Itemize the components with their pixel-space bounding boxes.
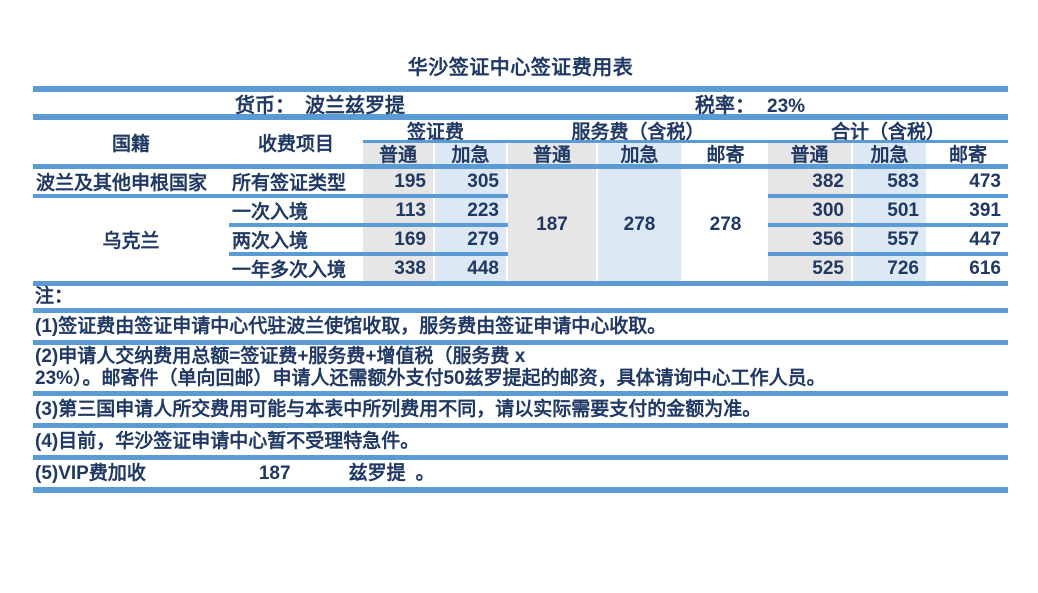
cell-nationality: 波兰及其他申根国家 [36, 173, 208, 194]
subheader-total-mail: 邮寄 [948, 145, 987, 166]
note-2-line-2: 23%）。邮寄件（单向回邮）申请人还需额外支付50兹罗提起的邮资，具体请询中心工… [35, 368, 826, 389]
divider-under-meta [33, 114, 1008, 120]
cell-visa-ordinary: 195 [363, 169, 435, 194]
tax-rate-cell: 税率： 23% [508, 89, 1008, 118]
cell-total-mail: 616 [969, 257, 1001, 279]
cell-visa-ordinary: 113 [363, 198, 435, 223]
cell-total-ordinary: 356 [768, 227, 853, 252]
cell-total-mail: 447 [969, 228, 1001, 250]
fee-table: 国籍 收费项目 签证费 服务费（含税） 合计（含税） 普通 加急 普通 加急 邮… [33, 120, 1008, 281]
meta-row: 货币： 波兰兹罗提 税率： 23% [33, 92, 1008, 117]
cell-service-ordinary-merged: 187 [508, 169, 598, 281]
col-header-fee-item: 收费项目 [257, 133, 334, 155]
row-separator [768, 223, 1008, 227]
currency-value: 波兰兹罗提 [305, 94, 405, 117]
cell-total-mail: 473 [969, 170, 1001, 192]
cell-visa-ordinary: 169 [363, 227, 435, 252]
cell-visa-express: 305 [435, 169, 508, 194]
note-4: (4)目前，华沙签证申请中心暂不受理特急件。 [35, 430, 420, 452]
visa-fee-underline [363, 140, 508, 143]
col-header-nationality: 国籍 [111, 133, 150, 155]
cell-total-express: 583 [853, 169, 928, 194]
note-5-unit: 兹罗提 [348, 462, 406, 484]
cell-visa-express: 223 [435, 198, 508, 223]
service-fee-underline [508, 140, 768, 143]
cell-visa-express: 448 [435, 256, 508, 281]
cell-fee-item: 所有签证类型 [232, 173, 347, 194]
cell-total-ordinary: 382 [768, 169, 853, 194]
currency-cell: 货币： 波兰兹罗提 [33, 89, 508, 118]
note-divider [33, 423, 1008, 428]
note-5-suffix: 。 [415, 462, 435, 484]
note-2: (2)申请人交纳费用总额=签证费+服务费+增值税（服务费 x 23%）。邮寄件（… [33, 345, 1008, 391]
cell-total-express: 501 [853, 198, 928, 223]
row-separator [768, 194, 1008, 198]
cell-total-express: 726 [853, 256, 928, 281]
note-5-amount: 187 [258, 462, 291, 484]
cell-nationality-ukraine: 乌克兰 [102, 231, 160, 252]
subheader-visa-ordinary: 普通 [363, 143, 435, 166]
subheader-total-ordinary: 普通 [768, 143, 853, 166]
cell-total-ordinary: 300 [768, 198, 853, 223]
row-separator [229, 252, 508, 256]
cell-fee-item: 两次入境 [232, 231, 309, 252]
note-2-line-1: (2)申请人交纳费用总额=签证费+服务费+增值税（服务费 x [35, 346, 526, 367]
cell-total-express: 557 [853, 227, 928, 252]
note-divider [33, 455, 1008, 460]
note-1: (1)签证费由签证申请中心代驻波兰使馆收取，服务费由签证申请中心收取。 [35, 315, 667, 337]
cell-total-mail: 391 [969, 199, 1001, 221]
cell-visa-ordinary: 338 [363, 256, 435, 281]
bottom-line [33, 487, 1008, 493]
currency-label: 货币： [235, 94, 295, 117]
subheader-visa-express: 加急 [435, 143, 508, 166]
total-underline [768, 140, 1008, 143]
tax-rate-label: 税率： [695, 94, 755, 117]
note-divider [33, 308, 1008, 313]
cell-service-mail-merged: 278 [709, 214, 742, 235]
divider-top [33, 86, 1008, 92]
cell-fee-item: 一年多次入境 [232, 260, 347, 281]
cell-total-ordinary: 525 [768, 256, 853, 281]
note-5-prefix: (5)VIP费加收 [35, 462, 146, 484]
note-divider [33, 340, 1008, 345]
subheader-service-express: 加急 [598, 143, 683, 166]
col-header-total: 合计（含税） [830, 121, 945, 143]
note-3: (3)第三国申请人所交费用可能与本表中所列费用不同，请以实际需要支付的金额为准。 [35, 398, 762, 420]
row-separator [229, 223, 508, 227]
col-header-visa-fee: 签证费 [406, 121, 464, 143]
col-header-service-fee: 服务费（含税） [571, 121, 705, 143]
notes-label: 注： [35, 286, 74, 307]
cell-visa-express: 279 [435, 227, 508, 252]
row-separator [33, 194, 508, 198]
subheader-service-ordinary: 普通 [508, 143, 598, 166]
row-separator [768, 252, 1008, 256]
note-5: (5)VIP费加收 187 兹罗提 。 [33, 460, 1008, 487]
cell-fee-item: 一次入境 [232, 202, 309, 223]
tax-rate-value: 23% [767, 95, 806, 117]
table-bottom-line [33, 281, 1008, 286]
header-bottom-line [33, 164, 1008, 169]
fee-document: 华沙签证中心签证费用表 货币： 波兰兹罗提 税率： 23% 国籍 收费项目 签证费 … [33, 0, 1008, 493]
subheader-total-express: 加急 [853, 143, 928, 166]
subheader-service-mail: 邮寄 [706, 145, 745, 166]
cell-service-express-merged: 278 [598, 169, 683, 281]
note-divider [33, 391, 1008, 396]
page-title: 华沙签证中心签证费用表 [407, 57, 634, 79]
